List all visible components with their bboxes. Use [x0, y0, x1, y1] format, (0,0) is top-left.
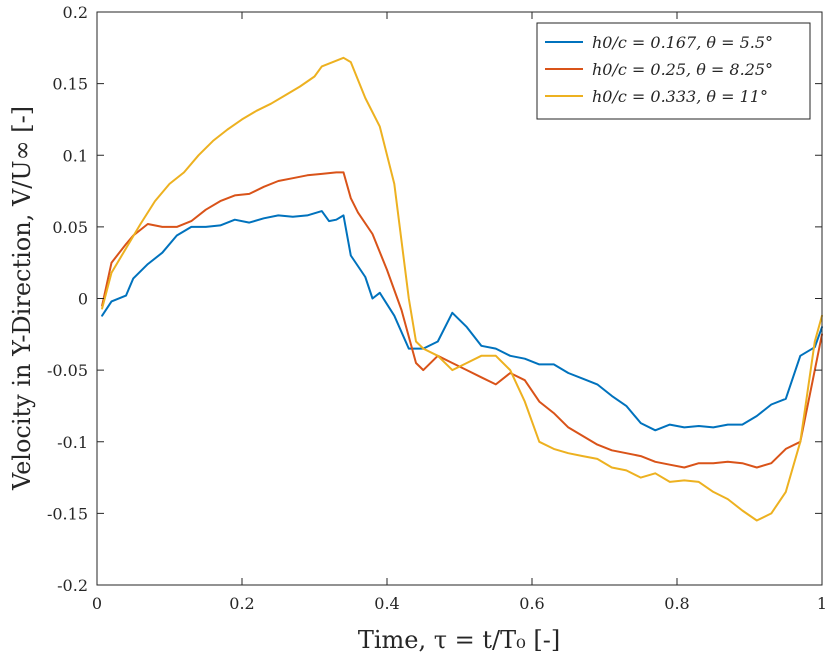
legend-label-1: h0/c = 0.167, θ = 5.5°: [592, 33, 773, 52]
x-tick-label: 0.8: [664, 594, 689, 613]
y-tick-label: 0.2: [63, 3, 88, 22]
tick-layer: 0 0.2 0.4 0.6 0.8 1 -0.2 -0.15 -0.1 -0.05 0 0.05 0.1…: [47, 3, 827, 613]
series-line-2: [101, 171, 823, 469]
y-tick-label: -0.2: [57, 576, 88, 595]
series-line-1: [101, 210, 823, 432]
series-layer: [101, 56, 823, 522]
x-tick-label: 0.6: [519, 594, 544, 613]
y-tick-label: 0.05: [52, 218, 88, 237]
y-tick-label: 0.1: [63, 146, 88, 165]
x-tick-label: 1: [817, 594, 827, 613]
y-tick-label: -0.1: [57, 433, 88, 452]
x-tick-label: 0.2: [229, 594, 254, 613]
y-tick-label: -0.05: [47, 361, 88, 380]
legend: h0/c = 0.167, θ = 5.5° h0/c = 0.25, θ = 8…: [536, 22, 811, 120]
y-tick-label: 0: [78, 290, 88, 309]
legend-label-2: h0/c = 0.25, θ = 8.25°: [592, 60, 773, 79]
legend-label-3: h0/c = 0.333, θ = 11°: [592, 87, 768, 106]
y-axis-title: Velocity in Y-Direction, V/U∞ [-]: [8, 106, 36, 491]
x-tick-label: 0: [92, 594, 102, 613]
y-tick-label: -0.15: [47, 504, 88, 523]
y-tick-label: 0.15: [52, 75, 88, 94]
x-tick-label: 0.4: [374, 594, 399, 613]
legend-box: [536, 22, 811, 120]
series-line-3: [101, 56, 823, 522]
x-axis-title: Time, τ = t/T₀ [-]: [358, 626, 560, 654]
legend-items: h0/c = 0.167, θ = 5.5° h0/c = 0.25, θ = 8…: [545, 33, 773, 106]
